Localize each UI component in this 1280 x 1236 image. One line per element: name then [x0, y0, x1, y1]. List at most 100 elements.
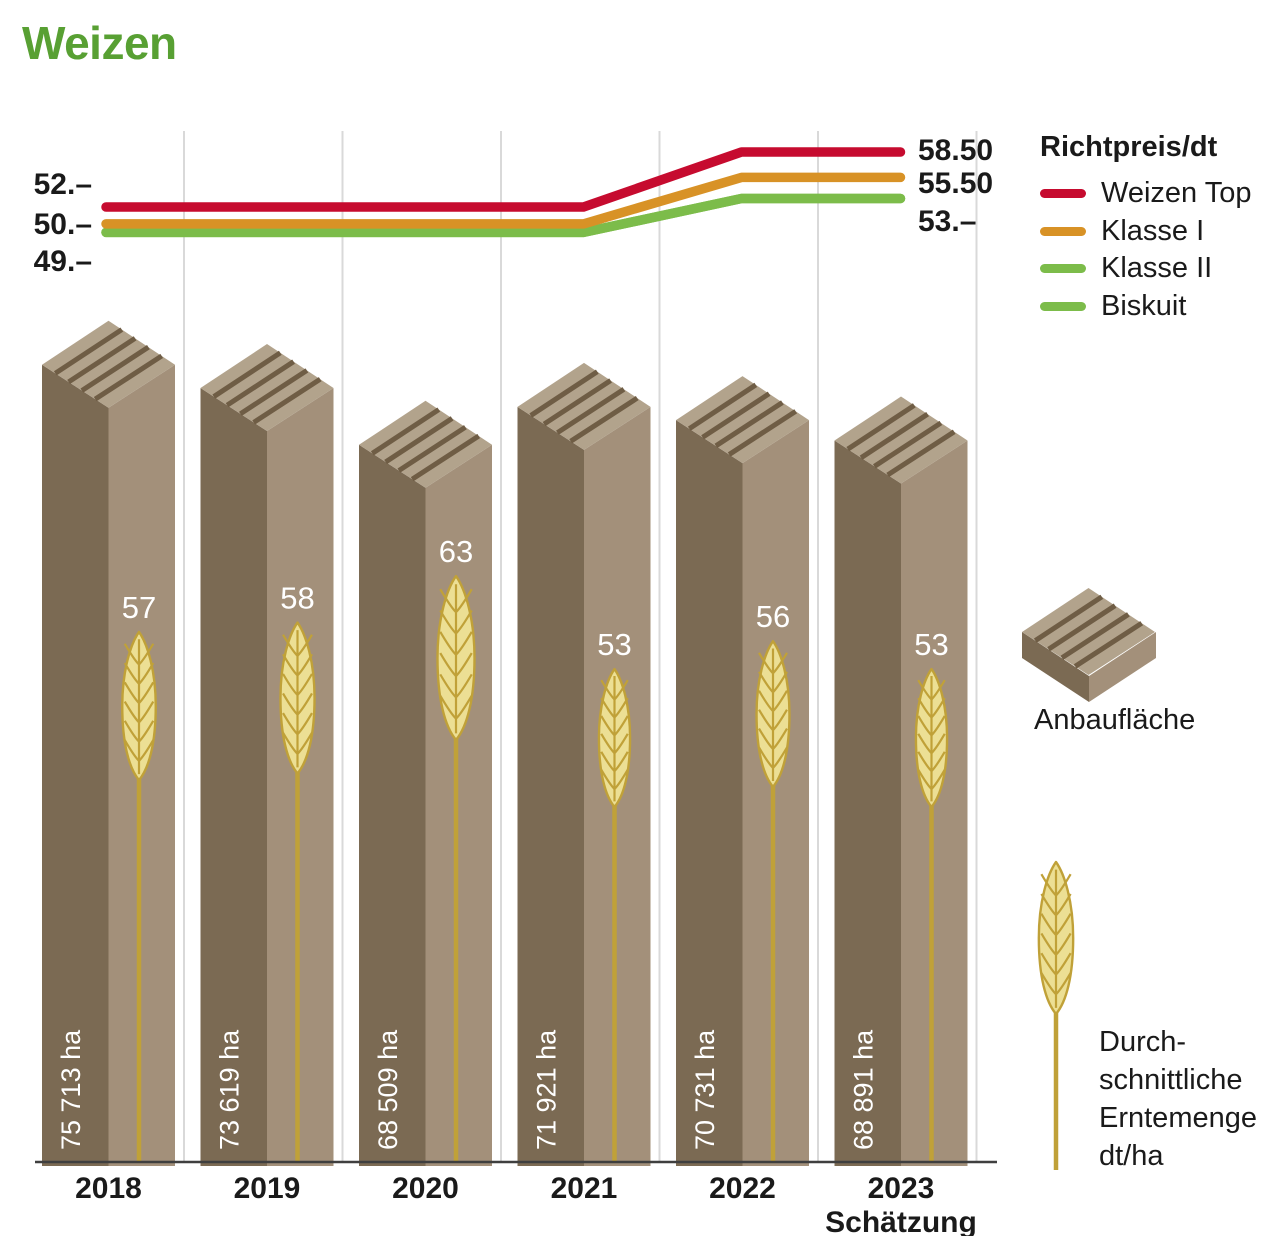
yield-legend-line: Erntemenge: [1099, 1102, 1257, 1134]
ear-vein: [123, 720, 155, 744]
bar-yield-value: 56: [756, 599, 790, 634]
top-groove: [1033, 594, 1104, 643]
ear-vein: [600, 697, 629, 719]
ear-vein: [917, 697, 946, 719]
ear-vein: [439, 631, 473, 657]
price-end-label: 53.–: [918, 205, 976, 238]
bar-top-face: [200, 344, 334, 432]
yield-legend-line: Durch-: [1099, 1026, 1187, 1058]
x-tick-2022: 2022: [709, 1172, 776, 1205]
bar-2018: 75 713 ha 57: [42, 320, 175, 1166]
top-groove: [384, 416, 454, 465]
ear-vein: [439, 652, 473, 678]
yield-legend-line: schnittliche: [1099, 1064, 1243, 1096]
top-groove: [410, 433, 481, 482]
ear-vein: [758, 746, 788, 770]
ear-vein: [758, 728, 788, 751]
top-groove: [529, 369, 599, 418]
top-groove: [701, 391, 771, 440]
legend-item-label: Klasse I: [1101, 214, 1205, 247]
legend-item-weizen-top: Weizen Top: [1040, 175, 1251, 213]
price-end-label: 58.50: [918, 134, 993, 167]
klasse-1-line-icon: [1040, 226, 1086, 236]
ear-vein: [600, 751, 629, 773]
page-title: Weizen: [22, 17, 177, 69]
top-groove: [212, 350, 282, 399]
ear-vein: [917, 751, 946, 773]
bar-area-label: 68 891 ha: [849, 1029, 879, 1150]
ear-vein: [123, 681, 155, 705]
bar-left-face: [200, 388, 267, 1166]
ear-vein: [1040, 913, 1072, 937]
bar-area-label: 68 509 ha: [373, 1029, 403, 1150]
area-tile-icon: [1022, 588, 1156, 702]
bar-yield-value: 53: [597, 627, 631, 662]
x-tick-2019: 2019: [234, 1172, 301, 1205]
top-groove: [1047, 603, 1117, 652]
yield-legend-label: Durch- schnittliche Erntemenge dt/ha: [1099, 1023, 1257, 1175]
klasse-2-line-icon: [1040, 264, 1086, 274]
ear-vein: [282, 673, 313, 697]
top-groove: [687, 382, 758, 431]
ear-vein: [600, 679, 629, 701]
bar-top-face: [834, 396, 968, 484]
x-tick-2021: 2021: [551, 1172, 618, 1205]
bar-area-label: 73 619 ha: [215, 1029, 245, 1150]
price-legend: Richtpreis/dt Weizen Top Klasse I Klasse…: [1040, 131, 1251, 325]
bar-area-label: 71 921 ha: [532, 1029, 562, 1150]
bar-right-face: [267, 388, 334, 1166]
top-groove: [370, 407, 441, 456]
top-groove: [93, 353, 164, 402]
ear-vein: [758, 690, 788, 713]
bar-2021: 71 921 ha 53: [517, 362, 651, 1166]
x-tick-2020: 2020: [392, 1172, 459, 1205]
price-start-label: 52.–: [34, 168, 92, 201]
bar-top-face: [42, 320, 175, 408]
top-groove: [569, 395, 639, 444]
top-groove: [886, 429, 956, 478]
top-groove: [859, 412, 929, 460]
bar-right-face: [742, 420, 809, 1167]
top-groove: [542, 378, 612, 427]
ear-vein: [282, 634, 313, 658]
top-groove: [67, 336, 137, 385]
top-groove: [53, 327, 124, 376]
ear-vein: [917, 733, 946, 755]
price-legend-title: Richtpreis/dt: [1040, 131, 1218, 163]
top-groove: [714, 400, 784, 448]
ear-vein: [439, 588, 473, 614]
price-start-label: 50.–: [34, 208, 92, 241]
top-groove: [556, 387, 626, 435]
ear-vein: [123, 662, 155, 686]
ear-vein: [600, 715, 629, 737]
bar-left-face: [359, 444, 426, 1166]
legend-item-klasse-1: Klasse I: [1040, 213, 1251, 251]
legend-item-label: Klasse II: [1101, 252, 1213, 285]
bar-2020: 68 509 ha 63: [359, 400, 492, 1166]
bar-top-face: [676, 376, 809, 464]
ear-vein: [123, 739, 155, 763]
ear-vein: [1040, 972, 1072, 996]
x-tick-2023: 2023: [868, 1172, 935, 1205]
ear-vein: [758, 671, 788, 694]
yield-legend-line: dt/ha: [1099, 1140, 1164, 1172]
bar-left-face: [834, 440, 901, 1166]
top-groove: [252, 377, 322, 425]
bar-top-face: [1022, 588, 1155, 675]
x-note-schaetzung: Schätzung: [825, 1206, 977, 1236]
yield-legend-icon: [1037, 860, 1075, 1170]
bar-top-face: [517, 362, 651, 450]
price-end-label: 55.50: [918, 167, 993, 200]
ear-vein: [600, 733, 629, 755]
ear-vein: [439, 695, 473, 721]
ear-vein: [758, 709, 788, 732]
ear-vein: [917, 715, 946, 737]
top-groove: [1060, 612, 1130, 660]
price-line-klasse-ii: [101, 193, 906, 238]
bar-2023: 68 891 ha 53: [834, 396, 968, 1166]
biskuit-line-icon: [1040, 301, 1086, 311]
price-line-weizen-top: [101, 147, 906, 212]
top-groove: [727, 409, 798, 457]
